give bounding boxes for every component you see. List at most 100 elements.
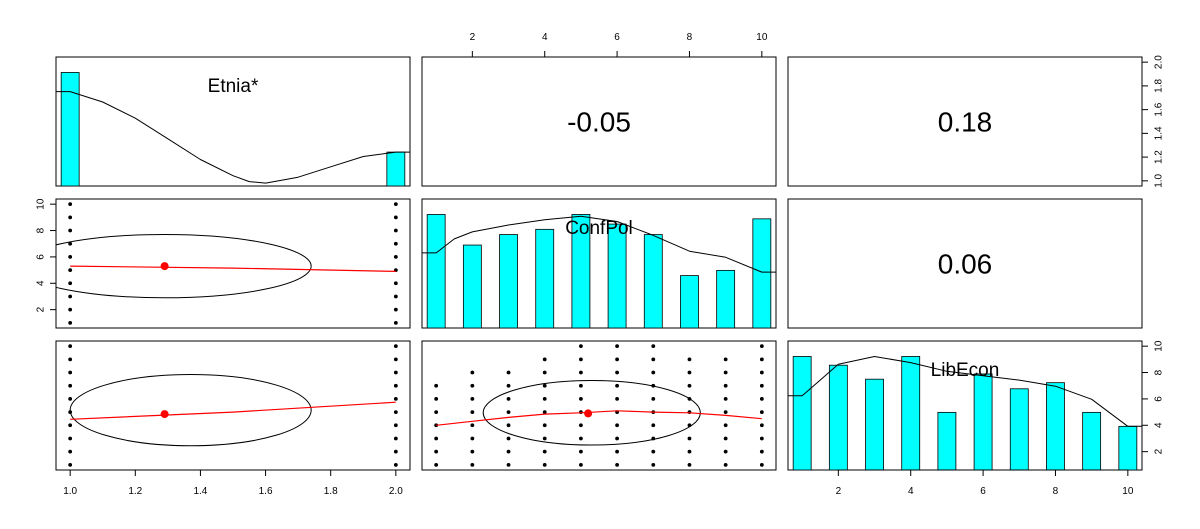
right-axis-tick-label-0-2: 1.4 <box>1154 126 1165 140</box>
scatter-point-0-1 <box>68 307 73 312</box>
scatter-point-1-8 <box>68 357 73 362</box>
scatter-point-2-15 <box>506 462 511 467</box>
panel-frame-r0-c0 <box>55 56 411 187</box>
hist-bar-1-5 <box>607 223 627 329</box>
correlation-label-1: 0.18 <box>938 107 993 138</box>
scatter-point-2-82 <box>759 436 764 441</box>
bottom-axis-tick-label-0-4: 1.8 <box>324 486 338 497</box>
right-axis-tick-label-0-4: 1.8 <box>1154 79 1165 93</box>
scatter-point-1-5 <box>68 397 73 401</box>
scatter-point-1-11 <box>393 449 398 454</box>
variable-label-2: LibEcon <box>931 360 1000 381</box>
scatter-point-2-87 <box>759 370 764 375</box>
mean-point-0 <box>160 262 169 271</box>
hist-bar-0-1 <box>386 151 406 187</box>
scatter-point-2-55 <box>651 423 656 428</box>
scatter-point-1-17 <box>393 370 398 375</box>
panel-frame-r1-c2 <box>787 198 1143 329</box>
scatter-point-2-51 <box>615 344 619 349</box>
top-axis-tick-label-0: 2 <box>470 32 476 43</box>
scatter-point-2-69 <box>687 370 692 375</box>
hist-bar-1-4 <box>571 214 591 329</box>
scatter-point-2-59 <box>651 370 656 375</box>
scatter-point-2-86 <box>759 383 764 388</box>
left-axis-tick-label-3: 8 <box>36 227 47 233</box>
variable-label-0: Etnia* <box>208 76 259 97</box>
top-axis-tick-label-2: 6 <box>614 32 620 43</box>
scatter-point-2-57 <box>651 397 656 401</box>
loess-line-2 <box>436 410 762 426</box>
scatter-point-2-75 <box>723 410 728 414</box>
scatter-point-2-47 <box>615 397 619 401</box>
scatter-point-2-64 <box>687 436 692 441</box>
hist-bar-1-3 <box>535 228 555 329</box>
scatter-point-2-6 <box>434 383 439 388</box>
scatter-point-2-9 <box>470 436 475 441</box>
hist-bar-2-4 <box>937 411 957 471</box>
scatter-point-2-14 <box>470 370 475 375</box>
hist-bar-2-8 <box>1082 411 1102 471</box>
scatter-point-0-8 <box>68 215 73 220</box>
scatter-point-2-38 <box>579 383 583 388</box>
scatter-point-2-76 <box>723 397 728 401</box>
scatter-point-2-25 <box>542 436 547 441</box>
scatter-point-2-49 <box>615 370 619 375</box>
loess-line-0 <box>70 265 396 272</box>
right-axis-tick-label-1-1: 4 <box>1154 422 1165 428</box>
bottom-axis-tick-label-0-5: 2.0 <box>389 486 403 497</box>
scatter-point-2-89 <box>759 344 764 349</box>
hist-bar-2-5 <box>973 373 993 471</box>
scatter-point-0-10 <box>393 320 398 325</box>
scatter-point-1-16 <box>393 383 398 388</box>
scatter-point-2-77 <box>723 383 728 388</box>
scatter-point-1-2 <box>68 436 73 441</box>
hist-bar-1-9 <box>752 218 772 329</box>
scatter-point-0-6 <box>68 241 73 246</box>
scatter-point-2-39 <box>579 370 583 375</box>
density-curve-2 <box>788 356 1142 427</box>
scatter-point-2-85 <box>759 397 764 401</box>
scatter-point-2-71 <box>723 462 728 467</box>
scatter-point-1-9 <box>68 344 73 349</box>
right-axis-tick-label-1-0: 2 <box>1154 448 1165 454</box>
bottom-axis-tick-label-0-3: 1.6 <box>259 486 273 497</box>
panel-frame-r1-c0 <box>55 198 411 329</box>
loess-line-1 <box>70 401 396 420</box>
scatter-point-2-72 <box>723 449 728 454</box>
scatter-point-2-68 <box>687 383 692 388</box>
scatter-point-0-9 <box>68 202 73 207</box>
right-axis-tick-label-0-3: 1.6 <box>1154 102 1165 116</box>
mean-point-2 <box>584 409 593 418</box>
bottom-axis-tick-label-0-0: 1.0 <box>63 486 77 497</box>
hist-bar-1-1 <box>462 244 482 329</box>
scatter-point-2-17 <box>506 436 511 441</box>
scatter-point-2-52 <box>651 462 656 467</box>
scatter-point-2-80 <box>759 462 764 467</box>
scatter-point-2-50 <box>615 357 619 362</box>
scatter-point-2-84 <box>759 410 764 414</box>
scatter-point-2-34 <box>579 436 583 441</box>
scatter-point-1-18 <box>393 357 398 362</box>
scatter-point-2-79 <box>723 357 728 362</box>
scatter-point-2-73 <box>723 436 728 441</box>
scatter-point-0-12 <box>393 294 398 299</box>
scatter-point-2-45 <box>615 423 619 428</box>
right-axis-tick-label-0-5: 2.0 <box>1154 55 1165 69</box>
scatter-point-2-3 <box>434 423 439 428</box>
hist-bar-2-6 <box>1009 388 1029 471</box>
scatter-point-2-28 <box>542 397 547 401</box>
scatter-point-2-10 <box>470 423 475 428</box>
variable-label-1: ConfPol <box>565 218 633 239</box>
scatter-point-2-62 <box>687 462 692 467</box>
scatter-point-2-83 <box>759 423 764 428</box>
correlation-label-0: -0.05 <box>567 107 631 138</box>
left-axis-tick-label-2: 6 <box>36 254 47 260</box>
scatter-point-1-1 <box>68 449 73 454</box>
top-axis-tick-label-4: 10 <box>756 32 768 43</box>
hist-bar-0-0 <box>60 72 80 187</box>
scatter-point-2-23 <box>542 462 547 467</box>
mean-point-1 <box>160 410 169 419</box>
scatter-point-2-16 <box>506 449 511 454</box>
panel-frame-r2-c1 <box>421 340 777 471</box>
scatter-point-2-1 <box>434 449 439 454</box>
